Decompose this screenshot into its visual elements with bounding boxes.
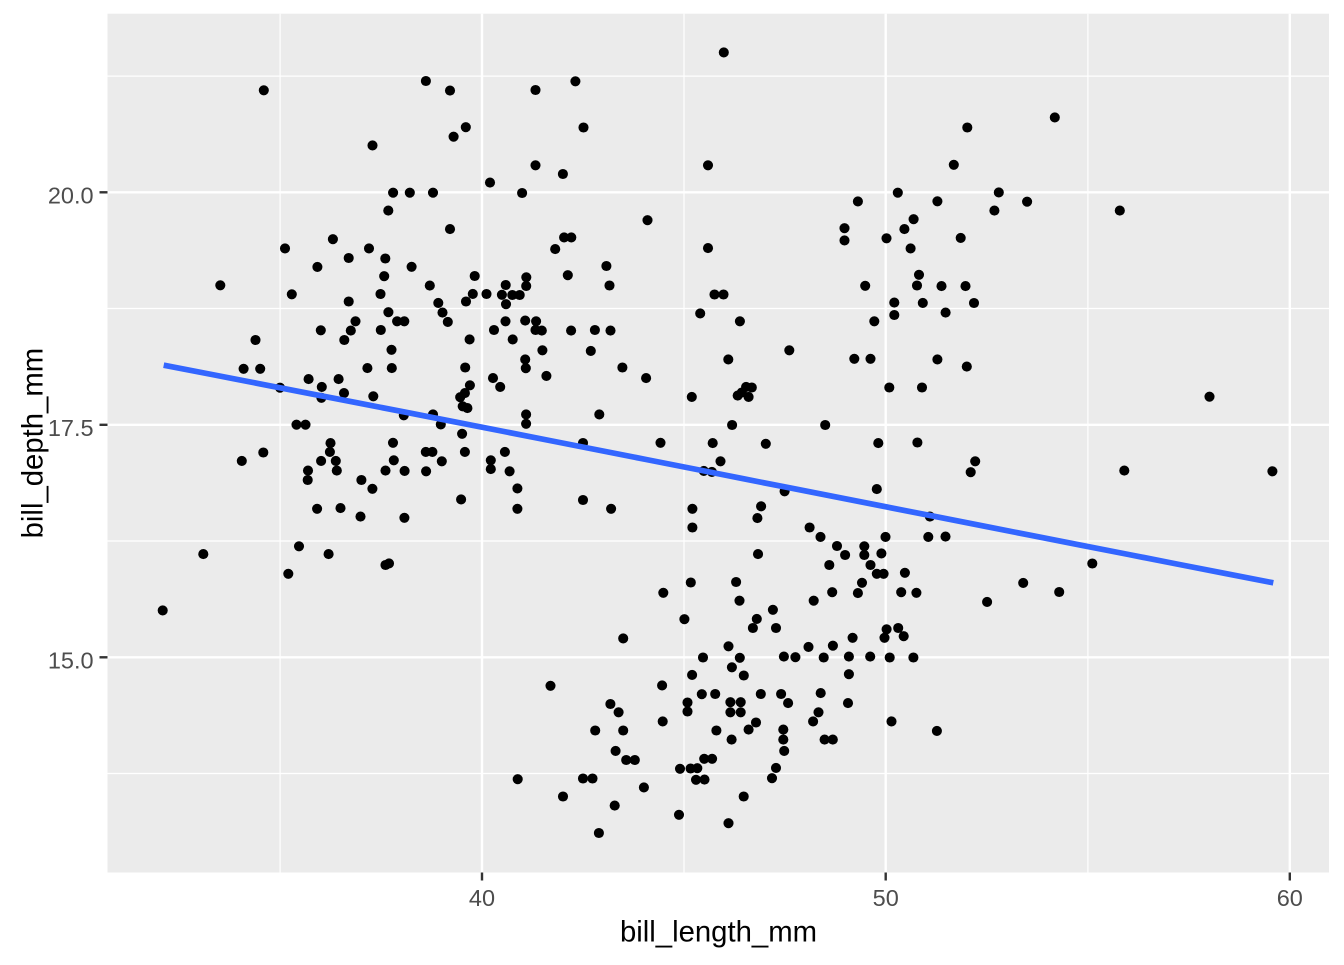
- svg-text:17.5: 17.5: [48, 415, 94, 441]
- svg-text:bill_depth_mm: bill_depth_mm: [17, 348, 50, 539]
- svg-text:60: 60: [1277, 885, 1303, 911]
- svg-text:bill_length_mm: bill_length_mm: [620, 915, 817, 948]
- svg-text:50: 50: [873, 885, 899, 911]
- svg-text:15.0: 15.0: [48, 647, 94, 673]
- svg-text:40: 40: [469, 885, 495, 911]
- svg-text:20.0: 20.0: [48, 182, 94, 208]
